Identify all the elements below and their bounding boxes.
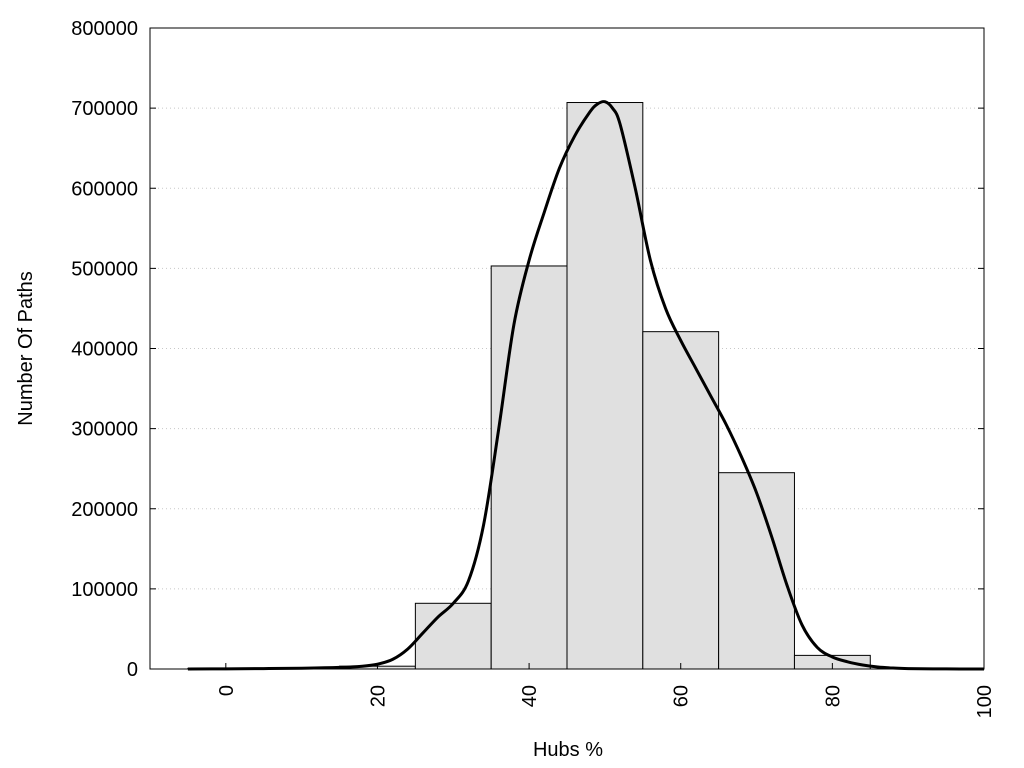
density-curve-layer bbox=[187, 100, 985, 671]
y-tick-label: 100000 bbox=[71, 579, 138, 601]
x-tick-label: 0 bbox=[216, 685, 238, 696]
x-tick-label: 80 bbox=[822, 685, 844, 707]
x-tick-label: 100 bbox=[974, 685, 996, 718]
y-tick-label: 200000 bbox=[71, 499, 138, 521]
x-tick-label: 20 bbox=[367, 685, 389, 707]
x-tick-label: 60 bbox=[671, 685, 693, 707]
histogram-bars bbox=[187, 102, 871, 670]
y-tick-label: 0 bbox=[127, 659, 138, 681]
y-tick-label: 400000 bbox=[71, 339, 138, 361]
histogram-bar bbox=[490, 265, 568, 670]
y-tick-label: 300000 bbox=[71, 419, 138, 441]
y-tick-label: 700000 bbox=[71, 98, 138, 120]
y-axis-label: Number Of Paths bbox=[15, 271, 37, 426]
histogram-bar bbox=[566, 102, 644, 670]
y-tick-label: 800000 bbox=[71, 18, 138, 40]
axis-ticks: 0 100000 200000 300000 400000 500000 600000 700… bbox=[71, 18, 996, 718]
x-axis-label: Hubs % bbox=[533, 739, 603, 761]
y-tick-label: 600000 bbox=[71, 178, 138, 200]
x-tick-label: 40 bbox=[519, 685, 541, 707]
histogram-bar bbox=[414, 602, 492, 670]
density-curve bbox=[187, 100, 985, 671]
y-tick-label: 500000 bbox=[71, 258, 138, 280]
histogram-bar bbox=[642, 331, 720, 670]
